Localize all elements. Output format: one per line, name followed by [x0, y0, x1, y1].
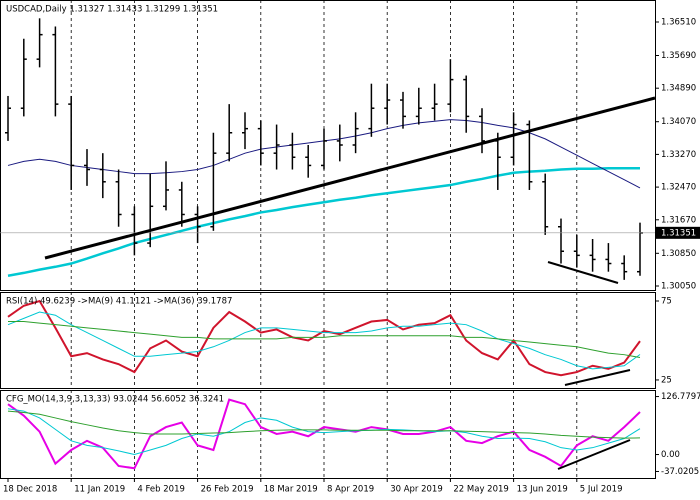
x-tick-label: 22 May 2019: [453, 485, 508, 495]
y-tick-label: 1.31670: [661, 215, 696, 225]
indicator-line: [8, 321, 641, 359]
y-tick-label: 1.30850: [661, 249, 696, 259]
trendline: [547, 261, 619, 284]
indicator-line: [7, 408, 641, 456]
last-price-box: [656, 226, 700, 239]
last-price-label: 1.31351: [661, 228, 696, 238]
panel-header: USDCAD,Daily 1.31327 1.31433 1.31299 1.3…: [6, 5, 218, 15]
x-tick-label: 5 Jul 2019: [580, 485, 623, 495]
indicator-line: [7, 398, 641, 470]
y-tick-label: 25: [661, 375, 672, 385]
x-tick-label: 18 Dec 2018: [3, 485, 57, 495]
indicator-line: [7, 410, 641, 439]
moving-average: [7, 167, 640, 278]
x-tick-label: 8 Apr 2019: [327, 485, 374, 495]
y-tick-label: 0.00: [661, 450, 680, 460]
x-tick-label: 11 Jan 2019: [74, 485, 125, 495]
trendline: [564, 369, 631, 386]
trendline: [44, 96, 656, 260]
y-tick-label: 126.7797: [661, 392, 700, 402]
panel-header: CFG_MO(14,3,9,3,13,33) 93.0244 56.6052 3…: [6, 395, 224, 405]
y-tick-label: 1.33270: [661, 150, 696, 160]
panel-frame: [0, 390, 656, 479]
y-tick-label: 1.36510: [661, 17, 696, 27]
y-tick-label: 1.34070: [661, 117, 696, 127]
y-tick-label: 1.35690: [661, 51, 696, 61]
panel-header: RSI(14) 49.6239 ->MA(9) 41.1121 ->MA(36)…: [6, 297, 232, 307]
x-tick-label: 26 Feb 2019: [201, 485, 254, 495]
x-tick-label: 13 Jun 2019: [517, 485, 568, 495]
y-tick-label: -37.0205: [661, 467, 699, 477]
x-tick-label: 18 Mar 2019: [264, 485, 318, 495]
y-tick-label: 1.32470: [661, 183, 696, 193]
x-tick-label: 30 Apr 2019: [390, 485, 443, 495]
y-tick-label: 1.30050: [661, 281, 696, 291]
panel-frame: [0, 0, 656, 291]
indicator-line: [7, 299, 641, 377]
indicator-line: [7, 311, 641, 370]
panel-frame: [0, 292, 656, 389]
trendline: [557, 439, 631, 470]
x-tick-label: 4 Feb 2019: [137, 485, 185, 495]
y-tick-label: 1.34890: [661, 84, 696, 94]
y-tick-label: 75: [661, 297, 672, 307]
